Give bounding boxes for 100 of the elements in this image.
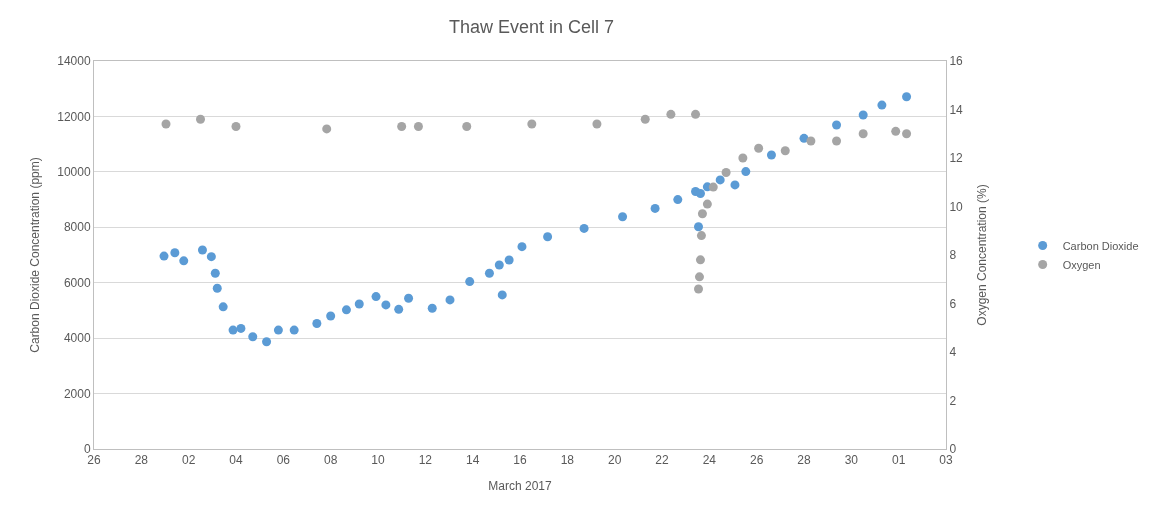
point bbox=[695, 255, 705, 265]
y2-tick-label: 14 bbox=[949, 102, 964, 117]
point bbox=[902, 129, 912, 139]
point bbox=[527, 119, 537, 129]
point bbox=[806, 136, 816, 146]
x-tick-label: 10 bbox=[371, 453, 385, 468]
x-tick-label: 12 bbox=[418, 453, 433, 468]
x-tick-label: 16 bbox=[513, 453, 527, 468]
point bbox=[702, 199, 712, 209]
point bbox=[891, 126, 901, 136]
y-axis-title: Carbon Dioxide Concentration (ppm) bbox=[27, 157, 42, 353]
point bbox=[273, 325, 283, 335]
y2-tick-label: 8 bbox=[949, 248, 957, 263]
x-tick-label: 20 bbox=[607, 453, 622, 468]
point bbox=[696, 231, 706, 241]
point bbox=[858, 110, 868, 120]
x-tick-label: 08 bbox=[323, 453, 338, 468]
point bbox=[741, 167, 751, 177]
x-tick-label: 30 bbox=[844, 453, 859, 468]
x-tick-label: 26 bbox=[87, 453, 101, 468]
point bbox=[427, 303, 437, 313]
point bbox=[592, 119, 602, 129]
x-tick-label: 14 bbox=[465, 453, 480, 468]
y-tick-label: 14000 bbox=[57, 54, 91, 69]
x-tick-label: 03 bbox=[939, 453, 953, 468]
x-axis-title: March 2017 bbox=[488, 479, 553, 494]
point bbox=[650, 203, 660, 213]
point bbox=[236, 323, 246, 333]
point bbox=[228, 325, 238, 335]
point bbox=[248, 332, 258, 342]
x-tick-label: 02 bbox=[181, 453, 196, 468]
point bbox=[708, 182, 718, 192]
point bbox=[196, 114, 205, 124]
x-tick-label: 06 bbox=[276, 453, 291, 468]
y2-tick-label: 2 bbox=[949, 393, 957, 408]
point bbox=[695, 188, 705, 198]
point bbox=[738, 153, 748, 163]
point bbox=[494, 260, 504, 270]
y-tick-label: 10000 bbox=[57, 165, 91, 180]
point bbox=[161, 119, 171, 129]
point bbox=[902, 92, 912, 102]
point bbox=[445, 295, 455, 305]
y2-axis-title: Oxygen Concentration (%) bbox=[974, 184, 989, 326]
point bbox=[832, 136, 842, 146]
point bbox=[322, 124, 332, 134]
x-tick-label: 18 bbox=[560, 453, 575, 468]
x-tick-label: 01 bbox=[891, 453, 906, 468]
point bbox=[212, 283, 222, 293]
point bbox=[693, 284, 703, 294]
point bbox=[179, 256, 189, 266]
point bbox=[640, 114, 650, 124]
point bbox=[666, 109, 676, 119]
point bbox=[394, 304, 404, 314]
y-tick-label: 12000 bbox=[57, 109, 91, 124]
point bbox=[465, 277, 475, 287]
point bbox=[780, 146, 790, 156]
point bbox=[766, 150, 776, 160]
point bbox=[210, 268, 220, 278]
y2-tick-label: 12 bbox=[949, 151, 964, 166]
point bbox=[218, 302, 228, 312]
point bbox=[877, 100, 887, 110]
legend-label: Carbon Dioxide bbox=[1062, 239, 1139, 252]
point bbox=[413, 121, 423, 131]
point bbox=[504, 255, 514, 265]
x-tick-label: 28 bbox=[134, 453, 149, 468]
point bbox=[832, 120, 842, 130]
point bbox=[715, 175, 725, 185]
y-tick-label: 2000 bbox=[63, 386, 91, 401]
point bbox=[858, 129, 868, 139]
x-tick-label: 04 bbox=[229, 453, 243, 468]
point bbox=[721, 168, 731, 178]
x-tick-label: 24 bbox=[702, 453, 717, 468]
y-tick-label: 6000 bbox=[63, 275, 91, 290]
x-tick-label: 22 bbox=[655, 453, 669, 468]
point bbox=[691, 109, 701, 119]
chart-title: Thaw Event in Cell 7 bbox=[448, 17, 615, 38]
x-tick-label: 28 bbox=[797, 453, 811, 468]
point bbox=[730, 180, 740, 190]
point bbox=[697, 209, 707, 219]
point bbox=[159, 251, 169, 261]
point bbox=[326, 311, 336, 321]
point bbox=[206, 252, 216, 262]
point bbox=[289, 325, 299, 335]
point bbox=[341, 305, 351, 315]
point bbox=[694, 272, 704, 282]
y2-tick-label: 16 bbox=[949, 54, 964, 69]
y-tick-label: 4000 bbox=[63, 331, 91, 346]
point bbox=[462, 121, 472, 131]
point bbox=[517, 242, 527, 252]
point bbox=[231, 121, 241, 131]
y2-tick-label: 10 bbox=[949, 199, 964, 214]
legend-label: Oxygen bbox=[1062, 258, 1101, 271]
point bbox=[693, 222, 703, 232]
point bbox=[312, 318, 322, 328]
point bbox=[381, 300, 391, 310]
y2-tick-label: 6 bbox=[949, 296, 957, 311]
x-tick-label: 26 bbox=[749, 453, 764, 468]
point bbox=[543, 232, 553, 242]
point bbox=[262, 337, 272, 347]
point bbox=[197, 245, 207, 255]
